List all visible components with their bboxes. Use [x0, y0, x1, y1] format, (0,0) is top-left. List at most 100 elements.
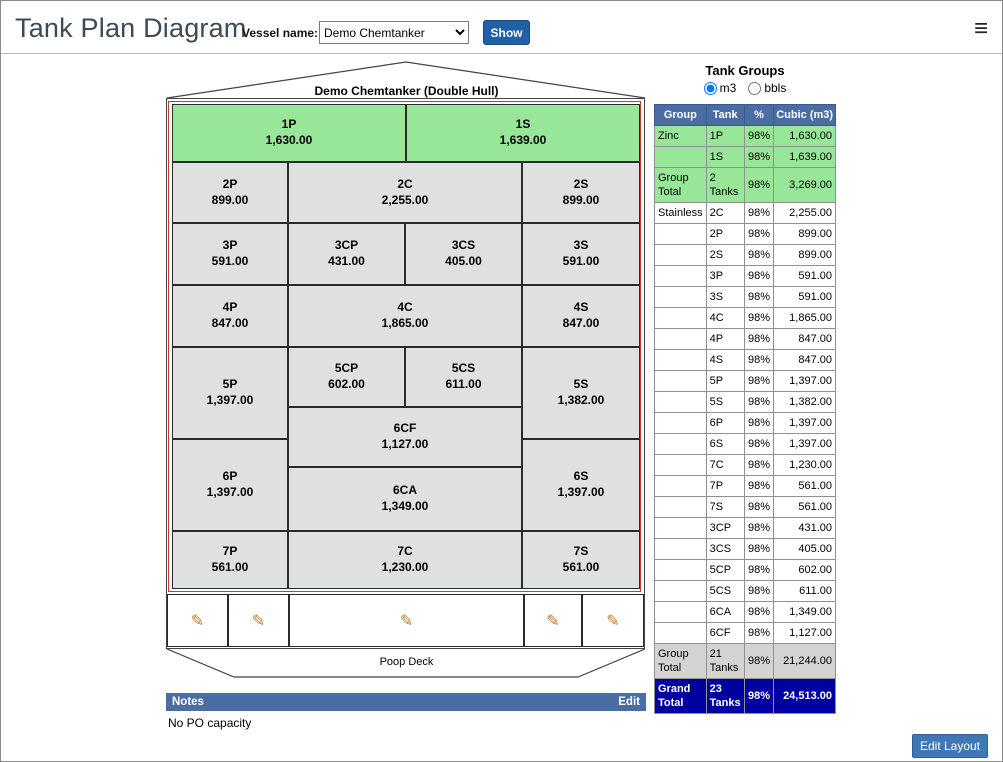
edit-tank-button[interactable]: ✎ — [228, 594, 289, 647]
notes-edit-link[interactable]: Edit — [618, 696, 640, 708]
tank-capacity: 602.00 — [328, 377, 365, 391]
table-row: 5CS 98% 611.00 — [654, 580, 836, 602]
tank-capacity: 847.00 — [211, 316, 249, 330]
table-row: 3CP 98% 431.00 — [654, 517, 836, 539]
cell-percent: 98% — [743, 454, 775, 476]
stern-outline — [166, 649, 646, 678]
unit-bbls-option[interactable]: bbls — [748, 81, 786, 95]
tank-capacity: 1,639.00 — [499, 133, 547, 147]
table-row-grand-total: Grand Total 23 Tanks 98% 24,513.00 — [654, 678, 836, 714]
cell-tank: 6CA — [705, 601, 745, 623]
tank-cell-5S: 5S 1,382.00 — [522, 347, 640, 439]
tank-cell-7P: 7P 561.00 — [172, 531, 288, 589]
table-row: 4C 98% 1,865.00 — [654, 307, 836, 329]
bow-outline — [166, 61, 646, 99]
cell-group — [654, 328, 707, 350]
cell-percent: 98% — [743, 286, 775, 308]
edit-tank-button[interactable]: ✎ — [167, 594, 228, 647]
tank-capacity: 1,230.00 — [381, 560, 429, 574]
tank-cell-5P: 5P 1,397.00 — [172, 347, 288, 439]
cell-percent: 98% — [743, 391, 775, 413]
table-row: Stainless 2C 98% 2,255.00 — [654, 202, 836, 224]
cell-percent: 98% — [743, 517, 775, 539]
notes-content: No PO capacity — [168, 716, 252, 730]
tank-name: 4P — [222, 300, 238, 315]
tank-capacity: 561.00 — [562, 560, 600, 574]
tank-capacity: 611.00 — [445, 377, 482, 391]
tank-name: 2S — [573, 176, 589, 191]
tank-name: 5CP — [334, 361, 359, 376]
units-selector: m3 bbls — [654, 81, 836, 95]
cell-percent: 98% — [743, 475, 775, 497]
vessel-select[interactable]: Demo Chemtanker — [319, 21, 469, 44]
tank-name: 6S — [573, 469, 589, 484]
cell-tank: 2S — [705, 244, 745, 266]
cell-group — [654, 412, 707, 434]
cell-cubic: 3,269.00 — [773, 167, 836, 203]
notes-title: Notes — [172, 696, 204, 708]
tank-cell-7S: 7S 561.00 — [522, 531, 640, 589]
table-row: 4S 98% 847.00 — [654, 349, 836, 371]
cell-cubic: 899.00 — [773, 223, 836, 245]
tank-name: 3P — [222, 238, 238, 253]
hamburger-menu-icon[interactable]: ≡ — [973, 15, 988, 42]
table-row: 7S 98% 561.00 — [654, 496, 836, 518]
tank-capacity: 1,349.00 — [381, 499, 429, 513]
cell-tank: 7C — [705, 454, 745, 476]
tank-capacity: 1,630.00 — [265, 133, 313, 147]
table-row: Zinc 1P 98% 1,630.00 — [654, 125, 836, 147]
table-row: 2P 98% 899.00 — [654, 223, 836, 245]
cell-tank: 4P — [705, 328, 745, 350]
show-button[interactable]: Show — [483, 20, 530, 45]
unit-bbls-radio[interactable] — [748, 81, 762, 95]
cell-group: Grand Total — [654, 678, 707, 714]
tank-name: 7P — [222, 544, 238, 559]
table-row-group-total: Group Total 21 Tanks 98% 21,244.00 — [654, 643, 836, 679]
edit-layout-button[interactable]: Edit Layout — [912, 734, 988, 758]
cell-group — [654, 433, 707, 455]
cell-percent: 98% — [743, 433, 775, 455]
cell-group — [654, 286, 707, 308]
table-row: 3CS 98% 405.00 — [654, 538, 836, 560]
edit-tank-button[interactable]: ✎ — [289, 594, 524, 647]
cell-group — [654, 496, 707, 518]
cell-group — [654, 559, 707, 581]
table-row: 2S 98% 899.00 — [654, 244, 836, 266]
cell-cubic: 1,630.00 — [773, 125, 836, 147]
pencil-icon: ✎ — [251, 612, 266, 630]
tank-groups-panel: Tank Groups m3 bbls Group Tank % Cubic (… — [654, 63, 836, 714]
tank-cell-6CF: 6CF 1,127.00 — [288, 407, 522, 467]
cell-percent: 98% — [743, 223, 775, 245]
tank-name: 5P — [222, 377, 238, 392]
table-row: 6P 98% 1,397.00 — [654, 412, 836, 434]
tank-cell-4S: 4S 847.00 — [522, 285, 640, 347]
tank-cell-7C: 7C 1,230.00 — [288, 531, 522, 589]
cell-cubic: 1,639.00 — [773, 146, 836, 168]
header-cubic: Cubic (m3) — [773, 104, 836, 126]
table-row: 3P 98% 591.00 — [654, 265, 836, 287]
unit-m3-radio[interactable] — [703, 81, 717, 95]
edit-tank-button[interactable]: ✎ — [524, 594, 582, 647]
cell-cubic: 1,349.00 — [773, 601, 836, 623]
unit-m3-label: m3 — [719, 81, 737, 95]
cell-tank: 6CF — [705, 622, 745, 644]
table-row: 7P 98% 561.00 — [654, 475, 836, 497]
cell-tank: 3CP — [705, 517, 745, 539]
cell-percent: 98% — [743, 538, 775, 560]
cell-group: Zinc — [654, 125, 707, 147]
tank-capacity: 591.00 — [562, 254, 600, 268]
cell-cubic: 847.00 — [773, 328, 836, 350]
edit-tank-button[interactable]: ✎ — [582, 594, 644, 647]
diagram-title: Demo Chemtanker (Double Hull) — [314, 84, 499, 98]
tank-cell-6CA: 6CA 1,349.00 — [288, 467, 522, 531]
tank-cell-2C: 2C 2,255.00 — [288, 162, 522, 223]
tank-name: 3CS — [451, 238, 476, 253]
cell-cubic: 847.00 — [773, 349, 836, 371]
tank-name: 6CA — [392, 483, 417, 498]
unit-m3-option[interactable]: m3 — [703, 81, 737, 95]
cell-cubic: 1,397.00 — [773, 412, 836, 434]
cell-group — [654, 265, 707, 287]
table-row: 6S 98% 1,397.00 — [654, 433, 836, 455]
tank-capacity: 1,382.00 — [557, 393, 605, 407]
cell-tank: 4C — [705, 307, 745, 329]
